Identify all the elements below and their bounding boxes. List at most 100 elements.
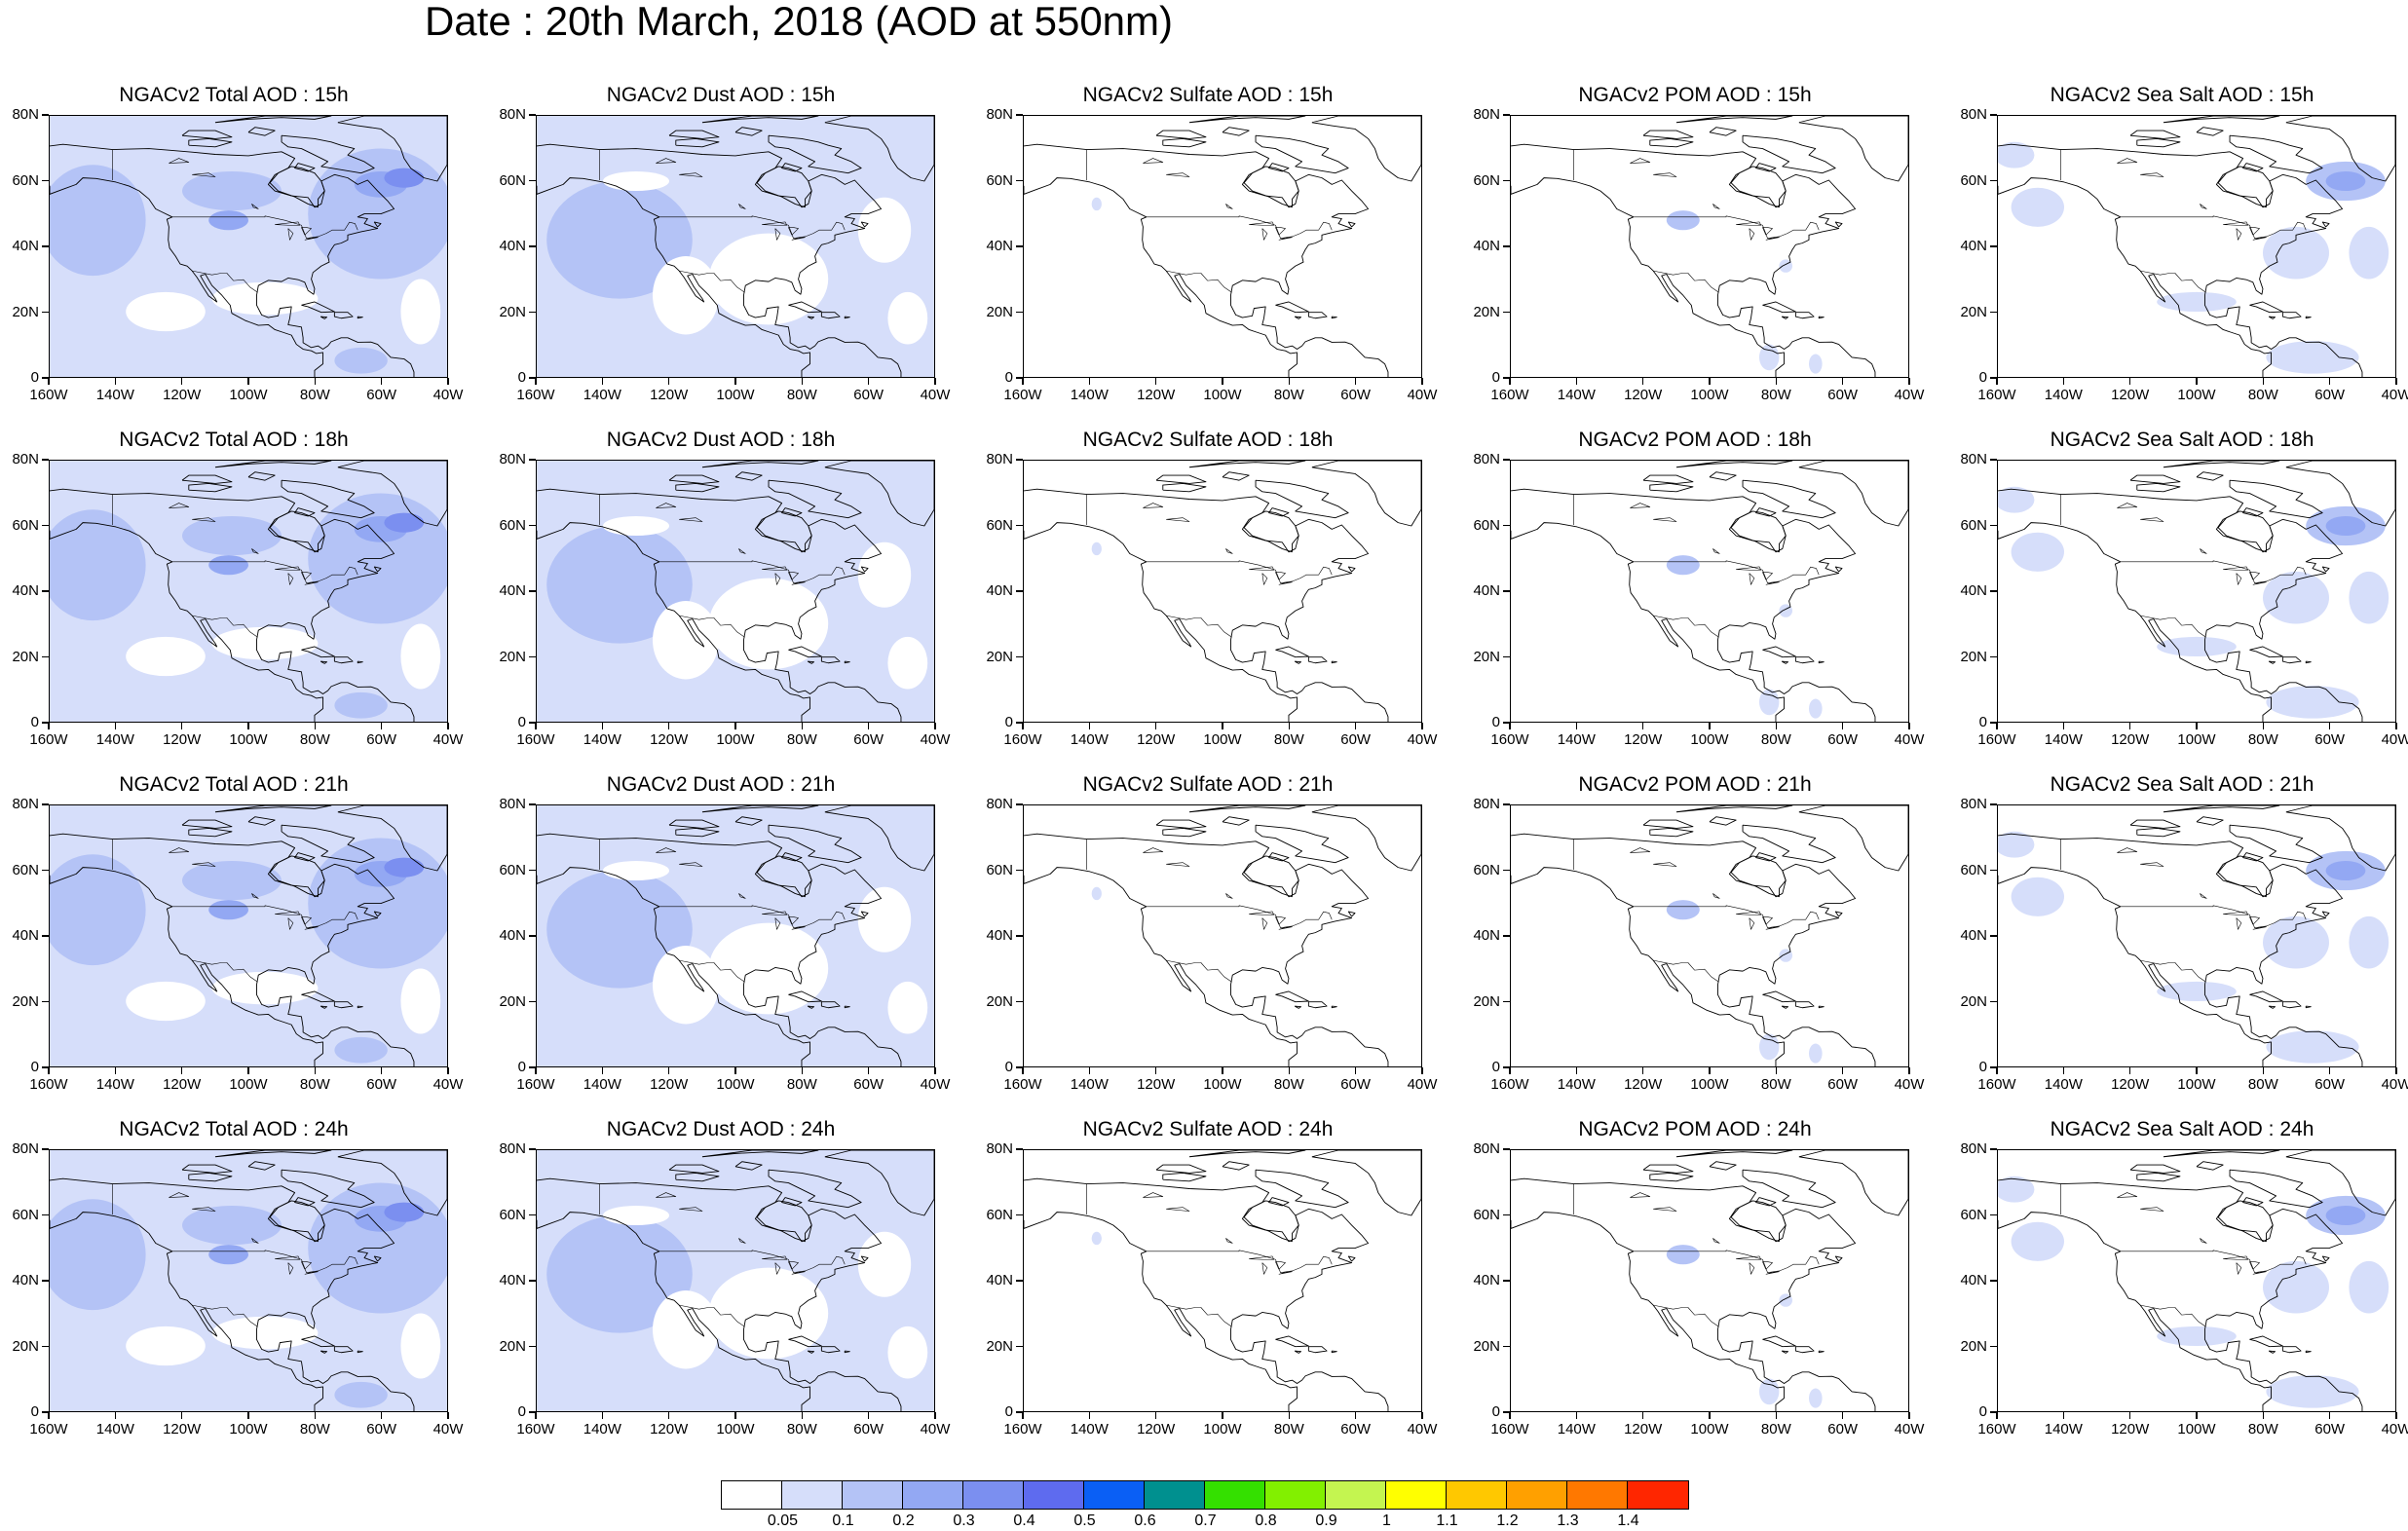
lon-tick bbox=[1709, 723, 1711, 729]
lon-label: 60W bbox=[1340, 1076, 1372, 1093]
lon-label: 120W bbox=[650, 1076, 689, 1093]
lon-tick bbox=[1575, 1067, 1578, 1074]
lat-label: 20N bbox=[12, 648, 39, 665]
lon-tick bbox=[1641, 723, 1644, 729]
lat-tick bbox=[1016, 869, 1023, 872]
lon-label: 40W bbox=[2381, 1421, 2408, 1438]
map-area bbox=[1997, 115, 2396, 378]
lat-label: 60N bbox=[1960, 1206, 1987, 1223]
lon-label: 100W bbox=[229, 387, 268, 403]
lon-tick bbox=[314, 378, 317, 385]
lat-tick bbox=[1990, 935, 1997, 937]
lat-label: 60N bbox=[986, 516, 1013, 534]
lat-tick bbox=[1016, 377, 1023, 379]
lon-tick bbox=[447, 1412, 449, 1419]
colorbar-label: 0.3 bbox=[953, 1512, 975, 1529]
aod-region bbox=[1809, 698, 1823, 719]
lon-tick bbox=[2395, 1067, 2397, 1074]
aod-region bbox=[208, 900, 248, 920]
aod-region bbox=[1759, 689, 1780, 716]
lat-tick bbox=[1503, 1280, 1510, 1282]
lon-tick bbox=[314, 1067, 317, 1074]
lat-tick bbox=[529, 179, 536, 182]
aod-region bbox=[126, 291, 206, 332]
lon-tick bbox=[1354, 723, 1357, 729]
aod-region bbox=[384, 1202, 425, 1222]
lon-tick bbox=[1154, 1412, 1157, 1419]
lon-label: 80W bbox=[1760, 731, 1791, 748]
colorbar-box bbox=[722, 1481, 782, 1509]
aod-field bbox=[1024, 805, 1421, 1066]
lat-tick bbox=[1990, 869, 1997, 872]
lon-tick bbox=[801, 1412, 804, 1419]
lon-tick bbox=[447, 1067, 449, 1074]
lon-label: 100W bbox=[1203, 1421, 1242, 1438]
lat-tick bbox=[1990, 377, 1997, 379]
lon-label: 60W bbox=[853, 1076, 884, 1093]
lon-tick bbox=[114, 1067, 117, 1074]
lat-tick bbox=[42, 803, 49, 805]
lon-label: 140W bbox=[95, 1076, 134, 1093]
lat-tick bbox=[1503, 1214, 1510, 1216]
lon-tick bbox=[180, 1412, 183, 1419]
lon-tick bbox=[801, 723, 804, 729]
aod-region bbox=[334, 347, 388, 374]
colorbar-box bbox=[903, 1481, 963, 1509]
lat-tick bbox=[1503, 311, 1510, 314]
lon-label: 40W bbox=[920, 1421, 951, 1438]
aod-region bbox=[2263, 571, 2329, 624]
aod-region bbox=[208, 1245, 248, 1265]
lon-label: 140W bbox=[583, 731, 621, 748]
colorbar-label: 1 bbox=[1382, 1512, 1391, 1529]
aod-region bbox=[1759, 1033, 1780, 1061]
lat-tick bbox=[42, 245, 49, 247]
aod-region bbox=[546, 1215, 693, 1333]
lon-tick bbox=[734, 1412, 736, 1419]
lat-label: 60N bbox=[986, 861, 1013, 878]
lon-label: 160W bbox=[516, 731, 555, 748]
lat-tick bbox=[1990, 803, 1997, 805]
lat-label: 40N bbox=[1960, 1272, 1987, 1288]
lon-tick bbox=[1354, 1067, 1357, 1074]
map-area bbox=[1997, 460, 2396, 723]
coastlines bbox=[1024, 1150, 1421, 1411]
map-panel-pom-0: NGACv2 POM AOD : 15h 0 20N 40N 60N 80N 160W 140… bbox=[1461, 84, 1929, 435]
panel-title: NGACv2 Total AOD : 18h bbox=[119, 429, 349, 451]
lat-tick bbox=[529, 459, 536, 461]
coastlines bbox=[50, 461, 447, 722]
lat-label: 20N bbox=[1960, 992, 1987, 1010]
lat-tick bbox=[1016, 655, 1023, 658]
colorbar-label: 0.8 bbox=[1255, 1512, 1277, 1529]
lon-tick bbox=[1288, 1412, 1291, 1419]
coastlines bbox=[50, 1150, 447, 1411]
map-area bbox=[536, 115, 935, 378]
lat-label: 40N bbox=[499, 238, 526, 254]
lon-tick bbox=[1709, 378, 1711, 385]
aod-field bbox=[50, 1150, 447, 1411]
lat-tick bbox=[1990, 722, 1997, 724]
coastlines bbox=[50, 805, 447, 1066]
map-panel-total-1: NGACv2 Total AOD : 18h 0 20N 40N 60N 80N 160W 1… bbox=[0, 429, 468, 780]
colorbar-label: 0.2 bbox=[892, 1512, 915, 1529]
lon-tick bbox=[601, 1412, 604, 1419]
aod-region bbox=[1091, 886, 1102, 901]
colorbar-box bbox=[1084, 1481, 1145, 1509]
lat-label: 80N bbox=[12, 451, 39, 467]
lon-tick bbox=[1222, 1412, 1223, 1419]
panel-title: NGACv2 Sulfate AOD : 24h bbox=[1082, 1118, 1334, 1140]
aod-region bbox=[887, 636, 928, 690]
lat-tick bbox=[1503, 1148, 1510, 1150]
lon-label: 140W bbox=[583, 1076, 621, 1093]
aod-region bbox=[1091, 197, 1102, 211]
lon-tick bbox=[601, 1067, 604, 1074]
map-panel-sulfate-3: NGACv2 Sulfate AOD : 24h 0 20N 40N 60N 80N 160… bbox=[974, 1118, 1442, 1470]
aod-region bbox=[603, 860, 669, 881]
lon-label: 120W bbox=[650, 1421, 689, 1438]
coastlines bbox=[1511, 1150, 1908, 1411]
colorbar-label: 0.7 bbox=[1194, 1512, 1217, 1529]
lon-tick bbox=[180, 378, 183, 385]
lon-label: 140W bbox=[1557, 1421, 1596, 1438]
lon-tick bbox=[1222, 1067, 1223, 1074]
colorbar-box bbox=[1507, 1481, 1567, 1509]
lon-label: 40W bbox=[433, 731, 464, 748]
